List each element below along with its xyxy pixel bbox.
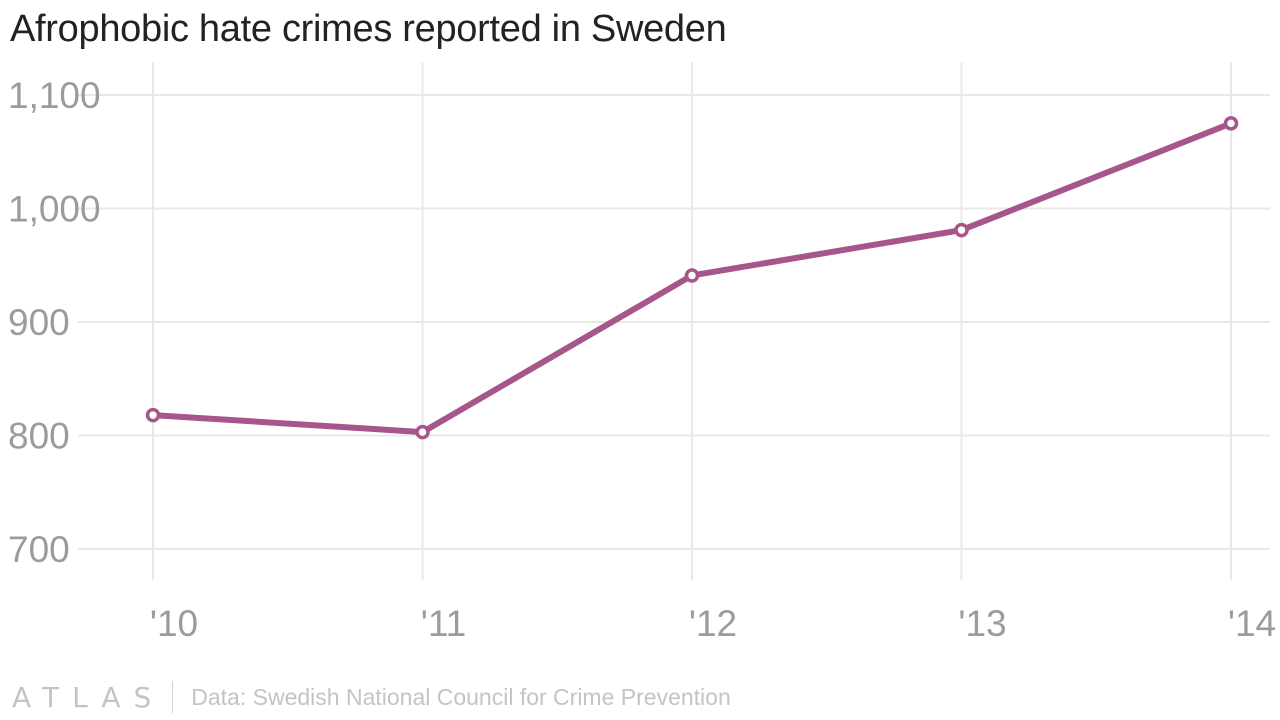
y-tick-label: 800 — [8, 416, 70, 457]
atlas-logo: ATLAS — [12, 680, 165, 714]
gridlines — [78, 62, 1270, 580]
footer: ATLAS Data: Swedish National Council for… — [12, 680, 731, 714]
data-point — [145, 407, 161, 423]
data-point — [954, 222, 969, 238]
data-point — [1223, 116, 1239, 131]
data-point — [415, 424, 430, 440]
x-tick-label: '14 — [1228, 603, 1276, 644]
source-note: Data: Swedish National Council for Crime… — [191, 683, 731, 710]
y-tick-label: 1,000 — [8, 189, 101, 230]
x-tick-label: '10 — [150, 603, 198, 644]
y-tick-label: 700 — [8, 529, 70, 570]
chart-title: Afrophobic hate crimes reported in Swede… — [10, 8, 727, 50]
footer-divider — [172, 681, 174, 713]
x-tick-label: '12 — [689, 603, 737, 644]
x-axis-ticks: '10 '11 '12 '13 '14 — [150, 603, 1276, 644]
y-axis-ticks: 700 800 900 1,000 1,100 — [8, 75, 101, 570]
data-point — [684, 268, 700, 283]
x-tick-label: '11 — [421, 603, 466, 644]
y-tick-label: 900 — [8, 302, 70, 343]
series-group — [145, 116, 1239, 440]
x-tick-label: '13 — [958, 603, 1006, 644]
y-tick-label: 1,100 — [8, 75, 101, 116]
